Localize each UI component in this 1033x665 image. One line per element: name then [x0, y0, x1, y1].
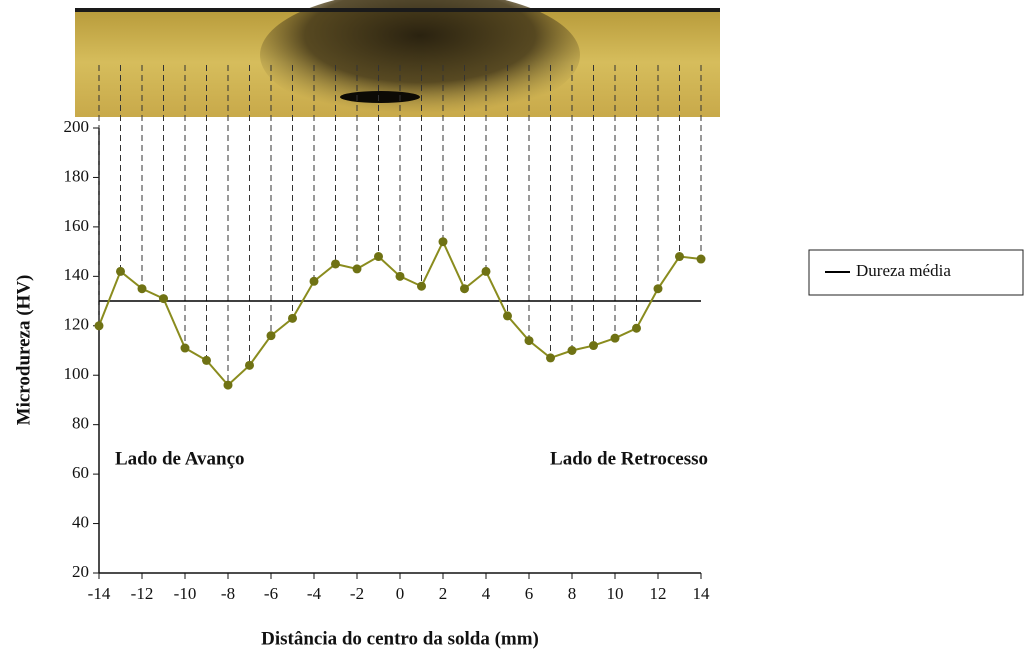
- y-tick-label: 60: [72, 463, 89, 482]
- x-axis-title: Distância do centro da solda (mm): [261, 628, 539, 649]
- y-tick-label: 100: [64, 364, 90, 383]
- data-point: [546, 353, 555, 362]
- data-point: [374, 252, 383, 261]
- y-tick-label: 120: [64, 315, 90, 334]
- annotation: Lado de Retrocesso: [550, 448, 708, 469]
- y-tick-label: 40: [72, 512, 89, 531]
- x-tick-label: -12: [131, 584, 154, 603]
- data-point: [460, 284, 469, 293]
- x-tick-label: -6: [264, 584, 278, 603]
- x-tick-label: -4: [307, 584, 322, 603]
- x-tick-label: 4: [482, 584, 491, 603]
- data-point: [503, 311, 512, 320]
- data-point: [632, 324, 641, 333]
- data-point: [116, 267, 125, 276]
- x-tick-label: -10: [174, 584, 197, 603]
- data-line: [99, 242, 701, 385]
- x-tick-label: 8: [568, 584, 577, 603]
- x-tick-label: -2: [350, 584, 364, 603]
- data-point: [331, 259, 340, 268]
- data-point: [159, 294, 168, 303]
- y-tick-label: 160: [64, 216, 90, 235]
- data-point: [417, 282, 426, 291]
- x-tick-label: 10: [607, 584, 624, 603]
- data-point: [245, 361, 254, 370]
- data-point: [482, 267, 491, 276]
- data-point: [353, 264, 362, 273]
- x-tick-label: -8: [221, 584, 235, 603]
- data-point: [202, 356, 211, 365]
- data-point: [611, 334, 620, 343]
- data-point: [310, 277, 319, 286]
- data-point: [568, 346, 577, 355]
- x-tick-label: 0: [396, 584, 405, 603]
- micrograph-edge: [75, 8, 720, 12]
- defect: [340, 91, 420, 103]
- data-point: [697, 255, 706, 264]
- data-point: [589, 341, 598, 350]
- x-tick-label: 6: [525, 584, 534, 603]
- y-tick-label: 200: [64, 117, 90, 136]
- data-point: [439, 237, 448, 246]
- data-point: [675, 252, 684, 261]
- data-point: [181, 344, 190, 353]
- x-tick-label: -14: [88, 584, 111, 603]
- data-point: [95, 321, 104, 330]
- y-tick-label: 20: [72, 562, 89, 581]
- data-point: [288, 314, 297, 323]
- data-point: [654, 284, 663, 293]
- annotation: Lado de Avanço: [115, 448, 245, 469]
- x-tick-label: 2: [439, 584, 448, 603]
- x-tick-label: 14: [693, 584, 711, 603]
- chart: Microdureza (HV) Distância do centro da …: [0, 0, 1033, 660]
- x-tick-label: 12: [650, 584, 667, 603]
- y-axis-title: Microdureza (HV): [13, 275, 34, 426]
- data-point: [138, 284, 147, 293]
- data-point: [396, 272, 405, 281]
- data-point: [525, 336, 534, 345]
- legend-label: Dureza média: [856, 261, 951, 280]
- y-tick-label: 80: [72, 414, 89, 433]
- y-tick-label: 140: [64, 265, 90, 284]
- data-point: [267, 331, 276, 340]
- y-tick-label: 180: [64, 166, 90, 185]
- data-point: [224, 381, 233, 390]
